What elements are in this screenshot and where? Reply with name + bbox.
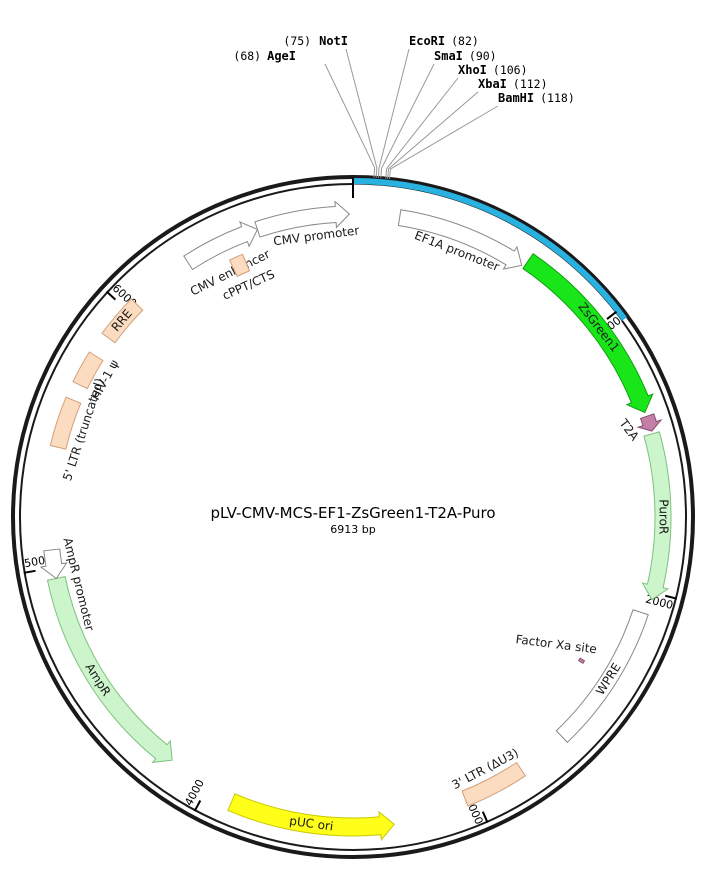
- feature-t2a: [636, 413, 663, 432]
- site-name-bamhi: BamHI: [498, 91, 534, 105]
- site-pos-smai: (90): [469, 49, 497, 63]
- feature-wpre: [555, 609, 649, 744]
- mcs-band-line: [352, 184, 622, 322]
- label-puc-ori: pUC ori: [289, 814, 335, 834]
- feature-cppt-cts: [228, 253, 251, 278]
- ruler-tick-4000: [193, 800, 202, 812]
- restriction-sites: AgeI (68) NotI (75) EcoRI (82)SmaI (90)XhoI (10…: [233, 34, 575, 180]
- feature-hiv1-psi: [72, 351, 104, 390]
- site-pos-xhoi: (106): [493, 63, 528, 77]
- site-name-ecori: EcoRI: [409, 34, 445, 48]
- site-leader-agei: [324, 63, 376, 178]
- mcs-region: [352, 178, 627, 322]
- site-pos-agei: (68): [233, 49, 261, 63]
- ruler-tick-5000: [23, 569, 36, 574]
- site-leader-smai: [380, 63, 435, 179]
- mcs-band: [352, 178, 627, 321]
- label-factor-xa: Factor Xa site: [515, 632, 598, 656]
- feature-zsgreen1: [522, 252, 654, 414]
- feature-cmv-promoter: [254, 200, 351, 238]
- feature-ef1a-promoter: [397, 209, 523, 270]
- site-pos-bamhi: (118): [540, 91, 575, 105]
- site-pos-ecori: (82): [451, 34, 479, 48]
- plasmid-name: pLV-CMV-MCS-EF1-ZsGreen1-T2A-Puro: [210, 504, 495, 522]
- site-leader-xbai: [387, 91, 479, 179]
- site-pos-noti: (75): [283, 34, 311, 48]
- feature-ampr-promoter: [39, 548, 68, 580]
- site-leader-xhoi: [385, 77, 459, 179]
- ruler-tick-3000: [481, 811, 489, 824]
- feature-rre: [101, 298, 144, 344]
- feature-puc-ori: [227, 793, 395, 842]
- site-leader-bamhi: [388, 105, 499, 180]
- label-puror: PuroR: [657, 499, 671, 534]
- ruler-tick-2000: [664, 594, 678, 600]
- plasmid-size: 6913 bp: [330, 523, 375, 536]
- feature-ltr3: [461, 761, 527, 807]
- site-leader-noti: [345, 48, 378, 178]
- site-name-smai: SmaI: [434, 49, 463, 63]
- ruler-tick-6000: [105, 290, 117, 301]
- feature-cmv-enhancer: [183, 221, 259, 271]
- site-name-agei: AgeI: [267, 49, 296, 63]
- label-t2a: T2A: [616, 416, 642, 444]
- site-pos-xbai: (112): [513, 77, 548, 91]
- feature-ampr: [46, 576, 173, 764]
- ruler-tick-1000: [606, 310, 618, 320]
- ruler-label-2000: 2000: [644, 593, 674, 612]
- site-leader-ecori: [377, 48, 410, 178]
- feature-ltr5: [49, 396, 82, 450]
- feature-factor-xa: [577, 657, 586, 665]
- site-name-noti: NotI: [319, 34, 348, 48]
- site-name-xbai: XbaI: [478, 77, 507, 91]
- feature-puror: [641, 431, 672, 601]
- site-name-xhoi: XhoI: [458, 63, 487, 77]
- ruler-label-4000: 4000: [182, 777, 207, 808]
